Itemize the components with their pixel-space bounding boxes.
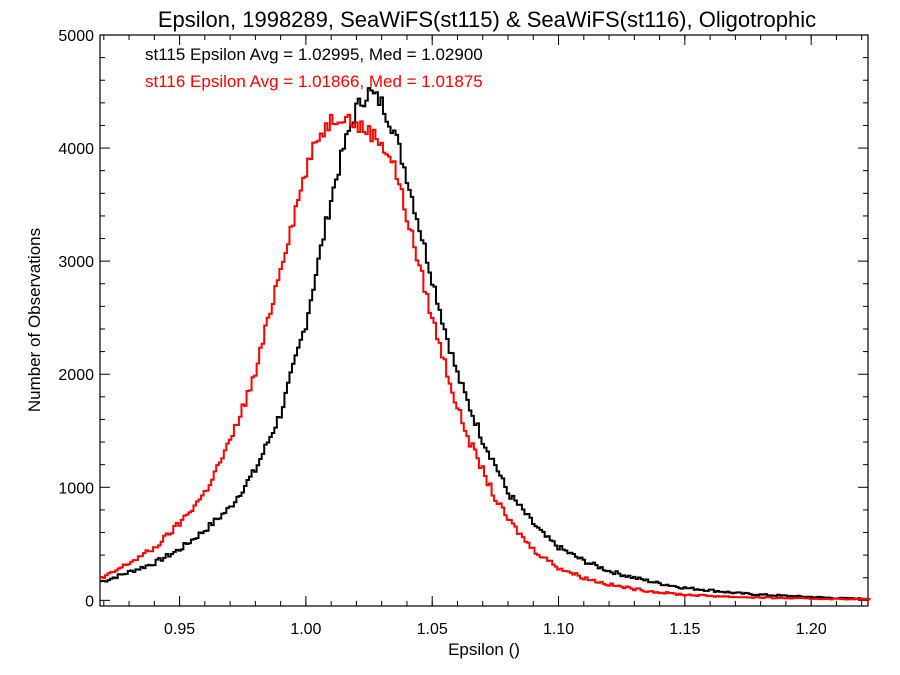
chart-title: Epsilon, 1998289, SeaWiFS(st115) & SeaWi… (158, 7, 816, 32)
series-group (100, 87, 871, 601)
y-tick-label: 0 (85, 593, 94, 610)
plot-frame (99, 34, 869, 607)
y-tick-label: 1000 (58, 480, 94, 497)
y-axis-label: Number of Observations (25, 228, 44, 412)
y-tick-label: 3000 (58, 254, 94, 271)
x-tick-label: 1.05 (417, 621, 448, 638)
y-tick-label: 5000 (58, 28, 94, 45)
y-tick-label: 2000 (58, 367, 94, 384)
annotation-2: st116 Epsilon Avg = 1.01866, Med = 1.018… (145, 72, 483, 91)
x-tick-label: 1.00 (290, 621, 321, 638)
series-line-2 (100, 113, 871, 601)
x-axis-label: Epsilon () (448, 640, 520, 659)
x-tick-label: 1.15 (669, 621, 700, 638)
series-line-1 (100, 87, 871, 601)
x-tick-label: 1.10 (543, 621, 574, 638)
annotation-1: st115 Epsilon Avg = 1.02995, Med = 1.029… (145, 45, 483, 64)
y-tick-label: 4000 (58, 141, 94, 158)
x-tick-label: 0.95 (164, 621, 195, 638)
x-tick-label: 1.20 (796, 621, 827, 638)
x-axis: 0.95 1.00 1.05 1.10 1.15 1.20 (103, 35, 863, 638)
y-axis: 0 1000 2000 3000 4000 5000 (58, 28, 868, 610)
annotations: st115 Epsilon Avg = 1.02995, Med = 1.029… (145, 45, 483, 91)
